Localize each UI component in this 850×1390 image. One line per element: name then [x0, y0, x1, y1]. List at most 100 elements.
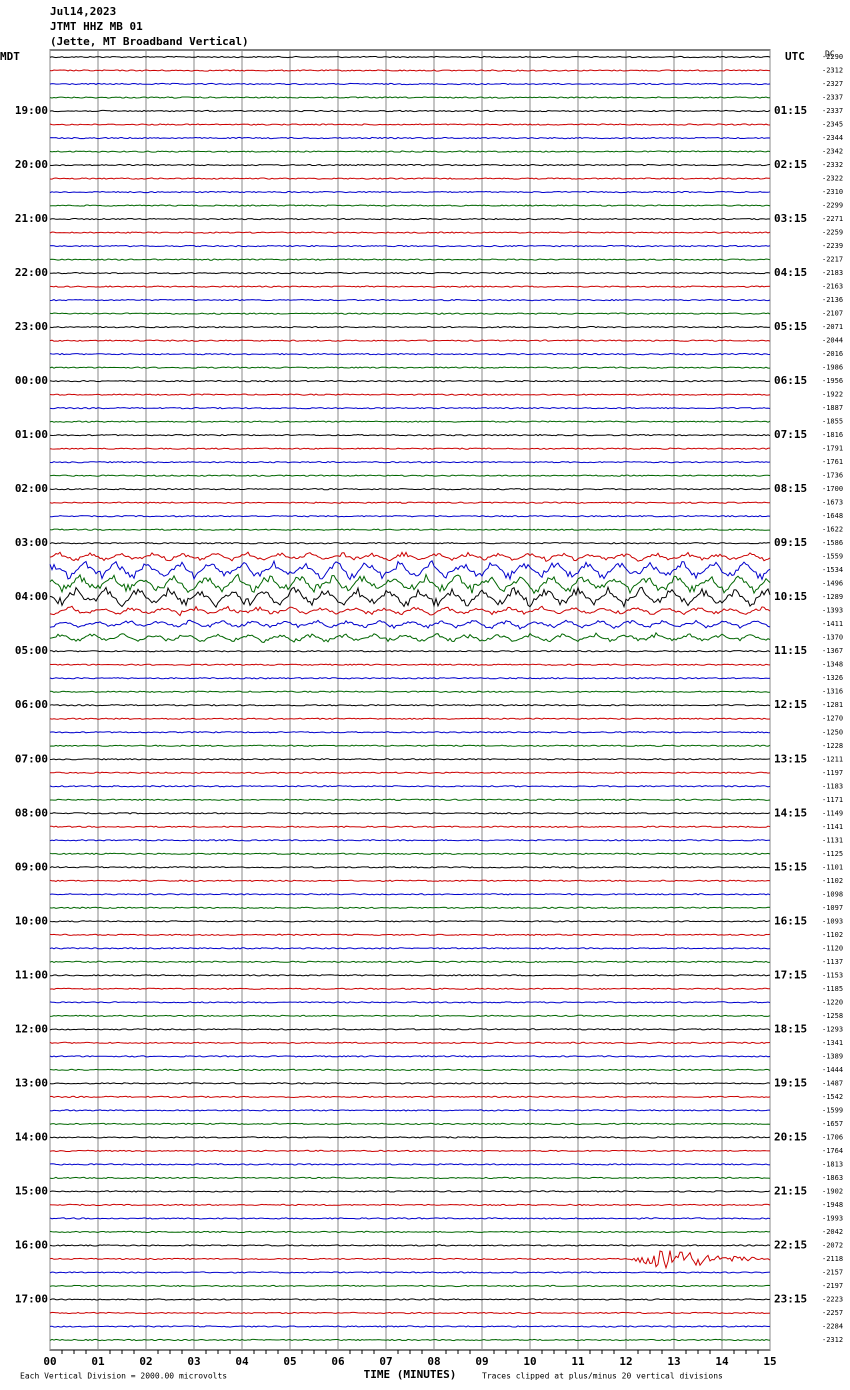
trace: [49, 663, 771, 666]
right-time-label: 03:15: [774, 212, 807, 225]
dc-offset: -2044: [822, 337, 843, 345]
dc-offset: -1586: [822, 539, 843, 547]
trace: [49, 744, 771, 747]
left-time-label: 14:00: [15, 1130, 48, 1143]
dc-offset: -2322: [822, 175, 843, 183]
left-time-label: 13:00: [15, 1076, 48, 1089]
dc-offset: -1228: [822, 742, 843, 750]
trace: [49, 559, 771, 581]
dc-offset: -1102: [822, 877, 843, 885]
dc-offset: -1101: [822, 863, 843, 871]
dc-offset: -1700: [822, 485, 843, 493]
dc-offset: -2345: [822, 121, 843, 129]
trace: [49, 920, 771, 923]
dc-offset: -1599: [822, 1106, 843, 1114]
dc-offset: -2223: [822, 1295, 843, 1303]
trace: [49, 190, 771, 194]
dc-offset: -1141: [822, 823, 843, 831]
right-time-label: 19:15: [774, 1076, 807, 1089]
dc-offset: -1956: [822, 377, 843, 385]
dc-offset: -2197: [822, 1282, 843, 1290]
trace: [49, 1163, 771, 1166]
dc-offset: -1673: [822, 499, 843, 507]
trace: [49, 1244, 771, 1247]
trace: [49, 866, 771, 869]
trace: [49, 677, 771, 680]
left-time-label: 19:00: [15, 104, 48, 117]
dc-offset: -1171: [822, 796, 843, 804]
dc-offset: -1093: [822, 917, 843, 925]
dc-offset: -2312: [822, 1336, 843, 1344]
trace: [49, 488, 771, 491]
dc-offset: -1993: [822, 1214, 843, 1222]
left-time-label: 10:00: [15, 914, 48, 927]
trace: [49, 420, 771, 423]
dc-offset: -1444: [822, 1066, 843, 1074]
trace: [49, 619, 771, 630]
dc-offset: -1341: [822, 1039, 843, 1047]
trace: [49, 163, 771, 167]
trace: [49, 1250, 771, 1270]
dc-offset: -1153: [822, 971, 843, 979]
trace: [49, 717, 771, 720]
left-time-label: 09:00: [15, 860, 48, 873]
trace: [49, 339, 771, 342]
dc-offset: -1197: [822, 769, 843, 777]
dc-offset: -1534: [822, 566, 843, 574]
trace: [49, 1284, 771, 1288]
dc-offset: -2157: [822, 1268, 843, 1276]
right-time-label: 20:15: [774, 1130, 807, 1143]
dc-offset: -1270: [822, 715, 843, 723]
dc-offset: -1496: [822, 580, 843, 588]
trace: [49, 150, 771, 153]
trace: [49, 1311, 771, 1315]
right-time-label: 04:15: [774, 266, 807, 279]
dc-offset: -1137: [822, 958, 843, 966]
trace: [49, 177, 770, 180]
dc-offset: -1149: [822, 809, 843, 817]
trace: [49, 69, 771, 72]
trace: [49, 987, 771, 990]
left-time-label: 15:00: [15, 1184, 48, 1197]
dc-offset: -1559: [822, 553, 843, 561]
right-time-label: 21:15: [774, 1184, 807, 1197]
right-time-label: 17:15: [774, 968, 807, 981]
trace: [49, 631, 771, 643]
left-time-label: 11:00: [15, 968, 48, 981]
trace: [49, 1230, 771, 1234]
trace: [49, 1068, 771, 1072]
x-axis-title: TIME (MINUTES): [364, 1368, 457, 1381]
station: JTMT HHZ MB 01: [50, 20, 143, 33]
trace: [49, 974, 771, 977]
left-time-label: 16:00: [15, 1238, 48, 1251]
dc-offset: -2042: [822, 1228, 843, 1236]
dc-offset: -1657: [822, 1120, 843, 1128]
dc-offset: -2217: [822, 256, 843, 264]
dc-offset: -1220: [822, 998, 843, 1006]
dc-offset: -1791: [822, 445, 843, 453]
trace: [49, 461, 771, 464]
trace: [49, 812, 771, 815]
x-tick-label: 00: [43, 1355, 56, 1368]
trace: [49, 852, 771, 855]
trace: [49, 879, 771, 882]
trace: [49, 771, 771, 774]
dc-offset: -1102: [822, 931, 843, 939]
dc-offset: -1542: [822, 1093, 843, 1101]
trace: [49, 758, 771, 761]
dc-offset: -2183: [822, 269, 843, 277]
dc-offset: -1348: [822, 661, 843, 669]
dc-offset: -1258: [822, 1012, 843, 1020]
x-tick-label: 05: [283, 1355, 296, 1368]
trace: [49, 960, 771, 963]
location: (Jette, MT Broadband Vertical): [50, 35, 249, 48]
trace: [49, 1325, 771, 1328]
dc-offset: -1887: [822, 404, 843, 412]
dc-offset: -2342: [822, 148, 843, 156]
left-time-label: 05:00: [15, 644, 48, 657]
right-time-label: 08:15: [774, 482, 807, 495]
trace: [49, 123, 771, 126]
trace: [49, 515, 771, 518]
dc-offset: -2337: [822, 94, 843, 102]
